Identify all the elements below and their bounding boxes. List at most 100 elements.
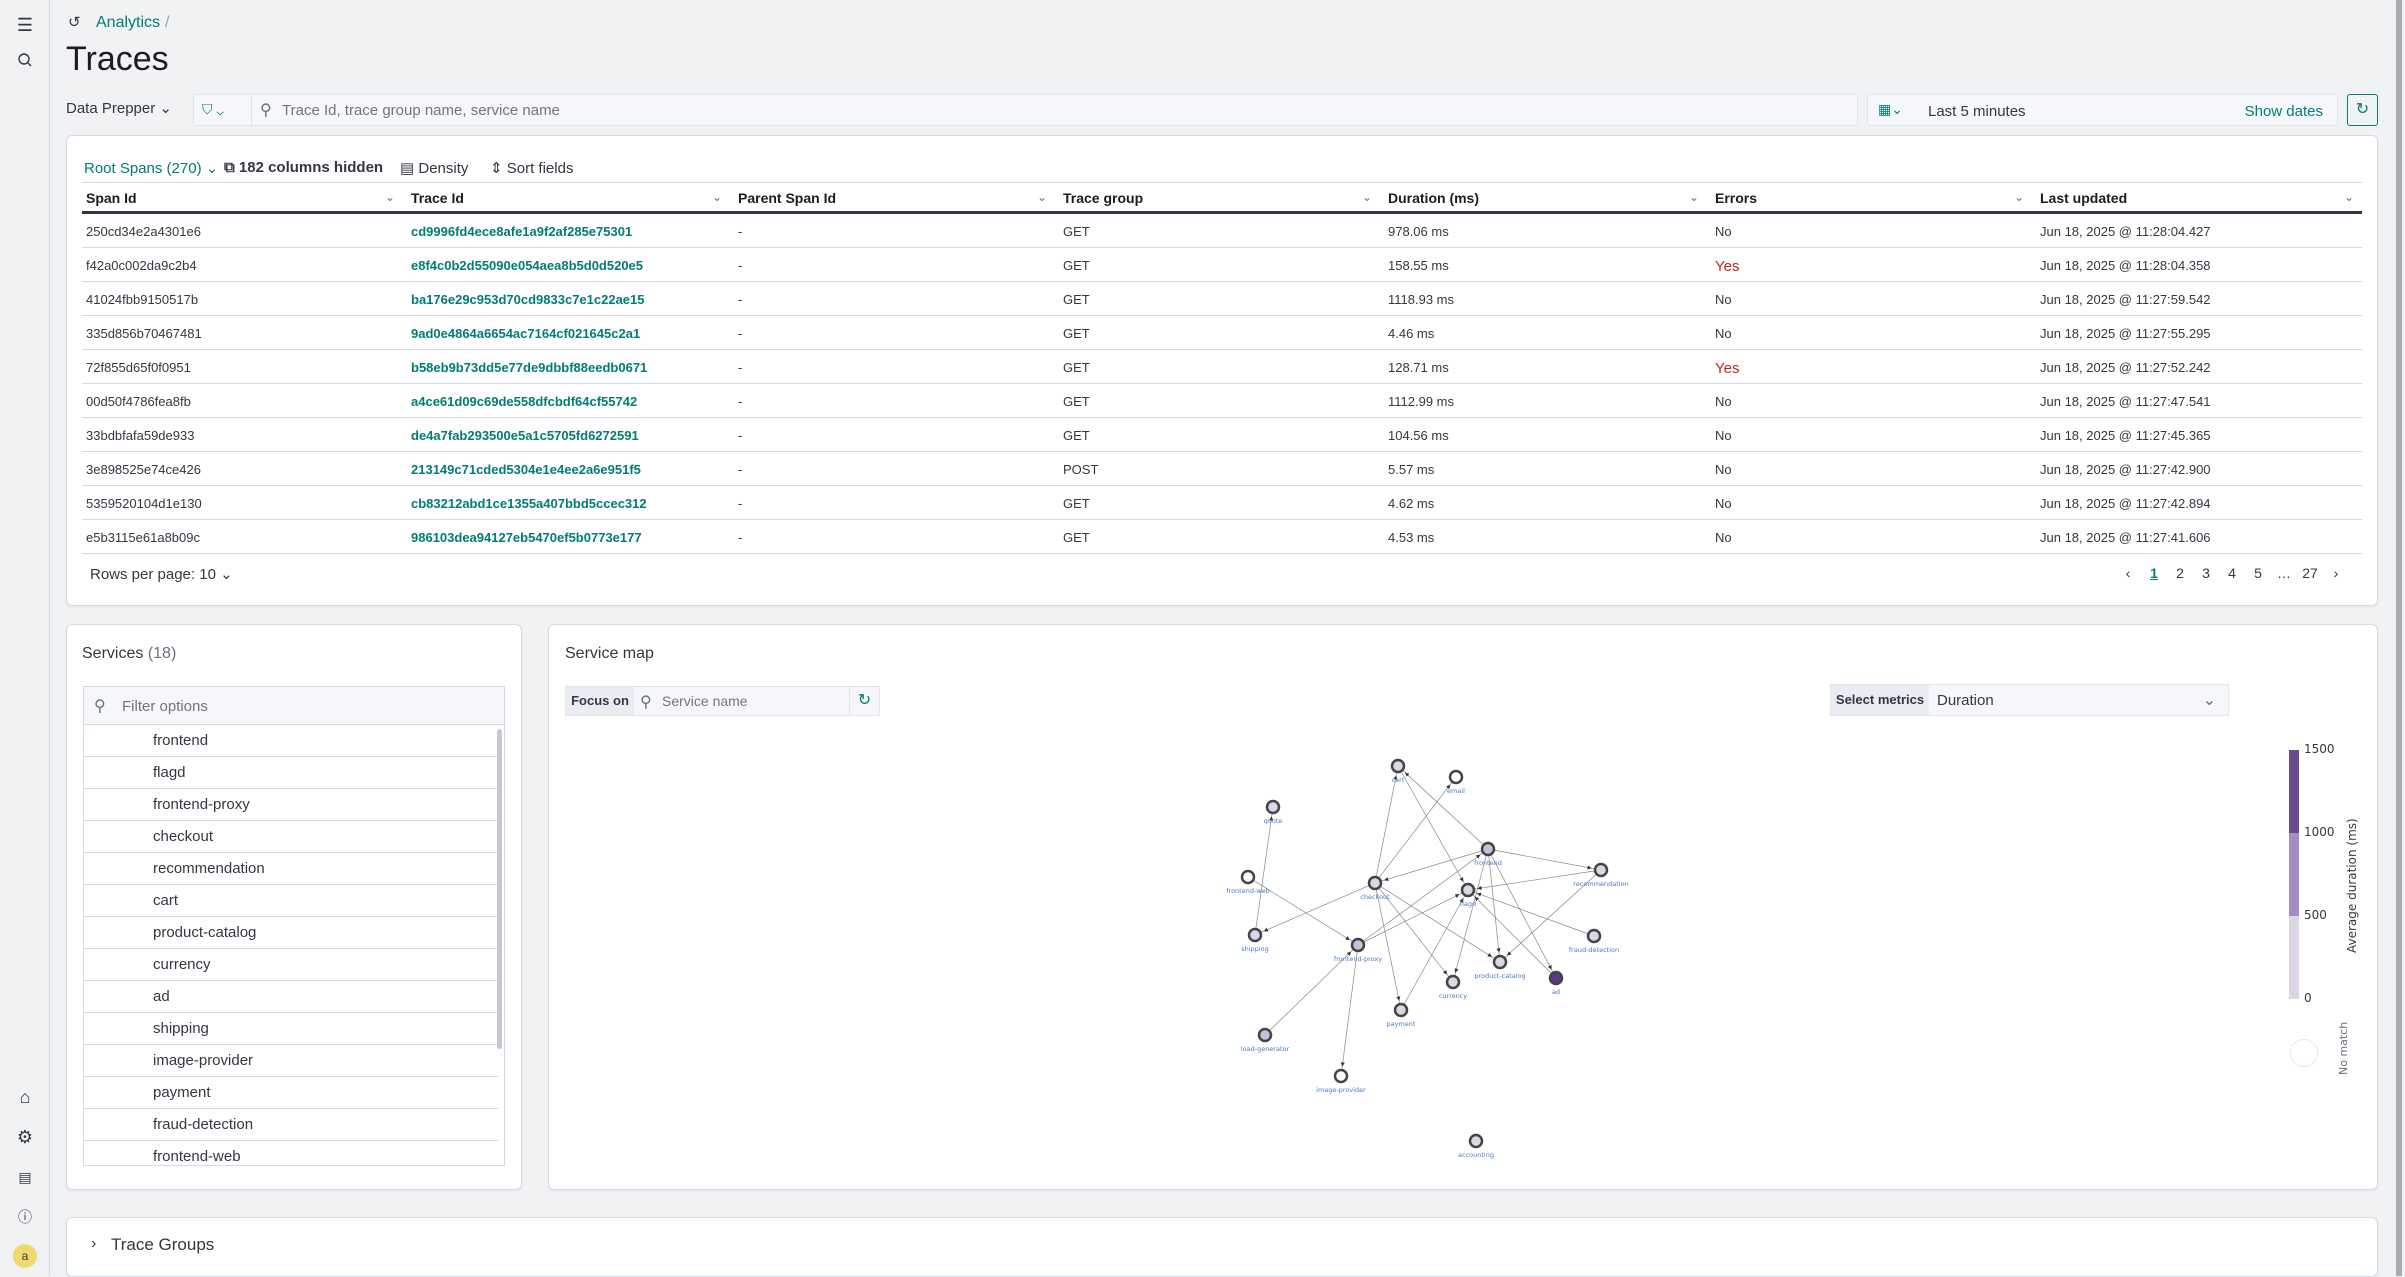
node-image-provider[interactable] bbox=[1333, 1068, 1349, 1084]
service-item[interactable]: frontend bbox=[84, 725, 498, 757]
trace-id-link[interactable]: ba176e29c953d70cd9833c7e1c22ae15 bbox=[411, 292, 645, 307]
services-scrollbar[interactable] bbox=[497, 729, 502, 1049]
service-item[interactable]: fraud-detection bbox=[84, 1109, 498, 1141]
column-header[interactable]: Duration (ms) bbox=[1388, 190, 1479, 206]
node-product-catalog[interactable] bbox=[1492, 954, 1508, 970]
info-icon[interactable]: ⓘ bbox=[18, 1209, 32, 1225]
column-menu-icon[interactable]: ⌄ bbox=[2014, 190, 2025, 204]
console-icon[interactable]: ▤ bbox=[18, 1168, 32, 1185]
trace-id-link[interactable]: cd9996fd4ece8afe1a9f2af285e75301 bbox=[411, 224, 633, 239]
root-spans-selector[interactable]: Root Spans (270) ⌄ bbox=[84, 160, 219, 177]
column-header[interactable]: Parent Span Id bbox=[738, 190, 837, 206]
home-icon[interactable]: ⌂ bbox=[19, 1086, 31, 1107]
trace-id-link[interactable]: e8f4c0b2d55090e054aea8b5d0d520e5 bbox=[411, 258, 644, 273]
page-27[interactable]: 27 bbox=[2302, 565, 2318, 581]
rows-per-page-select[interactable]: Rows per page: 10 ⌄ bbox=[90, 566, 233, 583]
service-item[interactable]: checkout bbox=[84, 821, 498, 853]
service-item[interactable]: flagd bbox=[84, 757, 498, 789]
table-cell: GET bbox=[1063, 258, 1090, 273]
node-cart[interactable] bbox=[1390, 758, 1406, 774]
menu-icon[interactable]: ☰ bbox=[16, 14, 34, 35]
metrics-select[interactable]: Select metrics Duration ⌄ bbox=[1830, 684, 2229, 716]
node-load-generator[interactable] bbox=[1257, 1027, 1273, 1043]
data-source-select[interactable]: Data Prepper ⌄ bbox=[66, 99, 172, 117]
trace-id-link[interactable]: cb83212abd1ce1355a407bbd5ccec312 bbox=[411, 496, 647, 511]
columns-hidden-button[interactable]: ⧉ 182 columns hidden bbox=[224, 159, 383, 176]
search-icon[interactable] bbox=[13, 48, 37, 72]
density-button[interactable]: ▤ Density bbox=[400, 159, 468, 177]
node-payment[interactable] bbox=[1393, 1002, 1409, 1018]
page-1[interactable]: 1 bbox=[2150, 565, 2158, 581]
chevron-right-icon[interactable]: › bbox=[91, 1235, 97, 1252]
show-dates-button[interactable]: Show dates bbox=[2244, 103, 2323, 120]
filter-icon[interactable]: ⛉ ⌄ bbox=[202, 101, 224, 117]
page-2[interactable]: 2 bbox=[2176, 565, 2184, 581]
trace-id-link[interactable]: 213149c71cded5304e1e4ee2a6e951f5 bbox=[411, 462, 641, 477]
page-3[interactable]: 3 bbox=[2202, 565, 2210, 581]
refresh-icon[interactable]: ↻ bbox=[849, 687, 879, 715]
trace-id-link[interactable]: b58eb9b73dd5e77de9dbbf88eedb0671 bbox=[411, 360, 648, 375]
service-item[interactable]: cart bbox=[84, 885, 498, 917]
service-item[interactable]: recommendation bbox=[84, 853, 498, 885]
refresh-button[interactable]: ↻ bbox=[2347, 94, 2378, 126]
column-menu-icon[interactable]: ⌄ bbox=[712, 190, 723, 204]
next-page-icon[interactable]: › bbox=[2333, 565, 2339, 581]
node-ad[interactable] bbox=[1548, 970, 1564, 986]
trace-id-link[interactable]: de4a7fab293500e5a1c5705fd6272591 bbox=[411, 428, 639, 443]
node-shipping[interactable] bbox=[1247, 927, 1263, 943]
gear-icon[interactable]: ⚙ bbox=[16, 1126, 34, 1147]
trace-groups-panel[interactable]: › Trace Groups bbox=[66, 1217, 2378, 1277]
node-currency[interactable] bbox=[1445, 974, 1461, 990]
legend-band bbox=[2289, 750, 2299, 833]
node-flagd[interactable] bbox=[1460, 882, 1476, 898]
service-map-graph[interactable]: cart email quote frontend recommendation fron… bbox=[1150, 720, 1650, 1170]
service-item[interactable]: frontend-proxy bbox=[84, 789, 498, 821]
page-5[interactable]: 5 bbox=[2254, 565, 2262, 581]
avatar[interactable]: a bbox=[13, 1244, 37, 1268]
node-frontend-proxy[interactable] bbox=[1350, 937, 1366, 953]
node-accounting[interactable] bbox=[1468, 1133, 1484, 1149]
page-title: Traces bbox=[66, 40, 169, 78]
date-range[interactable]: Last 5 minutes bbox=[1928, 103, 2026, 120]
services-filter-input[interactable] bbox=[122, 695, 492, 717]
service-item[interactable]: image-provider bbox=[84, 1045, 498, 1077]
column-header[interactable]: Errors bbox=[1715, 190, 1758, 206]
calendar-icon[interactable]: ▦⌄ bbox=[1878, 101, 1903, 117]
column-menu-icon[interactable]: ⌄ bbox=[1037, 190, 1048, 204]
node-email[interactable] bbox=[1448, 769, 1464, 785]
column-menu-icon[interactable]: ⌄ bbox=[2344, 190, 2355, 204]
sort-fields-button[interactable]: ⇕ Sort fields bbox=[490, 159, 573, 177]
node-fraud-detection[interactable] bbox=[1586, 928, 1602, 944]
column-header[interactable]: Trace group bbox=[1063, 190, 1144, 206]
column-menu-icon[interactable]: ⌄ bbox=[1362, 190, 1373, 204]
node-frontend-web[interactable] bbox=[1240, 869, 1256, 885]
service-item[interactable]: product-catalog bbox=[84, 917, 498, 949]
column-header[interactable]: Trace Id bbox=[411, 190, 464, 206]
node-frontend[interactable] bbox=[1480, 841, 1496, 857]
service-item[interactable]: frontend-web bbox=[84, 1141, 498, 1165]
trace-id-link[interactable]: 986103dea94127eb5470ef5b0773e177 bbox=[411, 530, 642, 545]
column-menu-icon[interactable]: ⌄ bbox=[1689, 190, 1700, 204]
service-item[interactable]: ad bbox=[84, 981, 498, 1013]
column-menu-icon[interactable]: ⌄ bbox=[385, 190, 396, 204]
column-header[interactable]: Span Id bbox=[86, 190, 137, 206]
column-header[interactable]: Last updated bbox=[2040, 190, 2128, 206]
table-cell: GET bbox=[1063, 428, 1090, 443]
table-cell: e5b3115e61a8b09c bbox=[86, 530, 200, 545]
node-quote[interactable] bbox=[1265, 799, 1281, 815]
service-item[interactable]: currency bbox=[84, 949, 498, 981]
page-4[interactable]: 4 bbox=[2228, 565, 2236, 581]
search-input[interactable] bbox=[282, 99, 1842, 121]
edge-frontend-proxy-to-image-provider bbox=[1340, 944, 1359, 1071]
service-item[interactable]: shipping bbox=[84, 1013, 498, 1045]
service-item[interactable]: payment bbox=[84, 1077, 498, 1109]
focus-service-input[interactable] bbox=[662, 691, 842, 711]
history-icon[interactable]: ↺ bbox=[68, 14, 81, 31]
node-checkout[interactable] bbox=[1367, 875, 1383, 891]
prev-page-icon[interactable]: ‹ bbox=[2125, 565, 2131, 581]
page-scrollbar[interactable] bbox=[2396, 0, 2402, 1276]
trace-id-link[interactable]: 9ad0e4864a6654ac7164cf021645c2a1 bbox=[411, 326, 641, 341]
node-recommendation[interactable] bbox=[1593, 862, 1609, 878]
trace-id-link[interactable]: a4ce61d09c69de558dfcbdf64cf55742 bbox=[411, 394, 638, 409]
breadcrumb-analytics[interactable]: Analytics bbox=[96, 14, 161, 31]
